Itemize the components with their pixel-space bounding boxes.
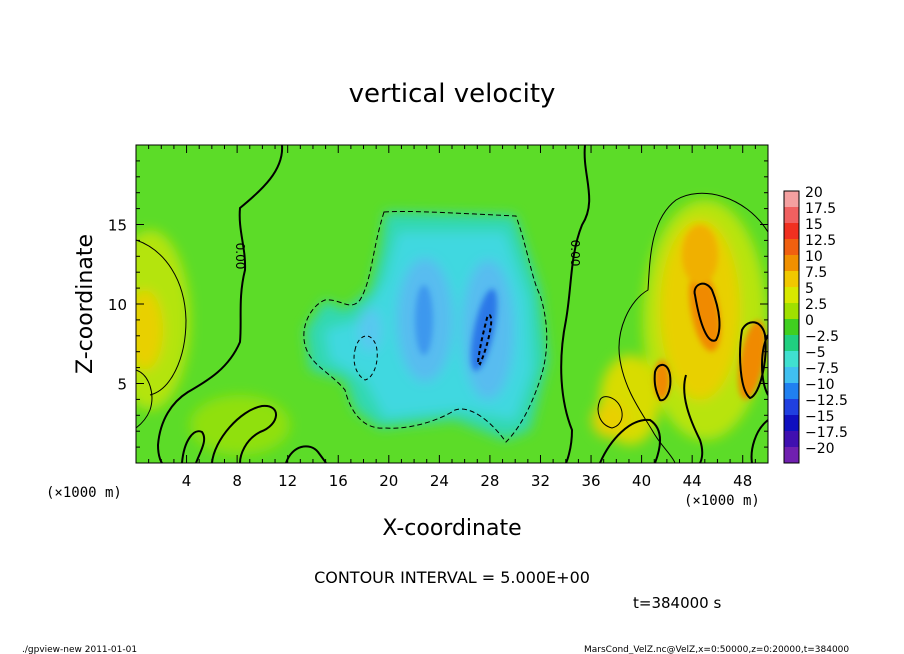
neg-contour-strong [476, 313, 493, 366]
colorbar-swatch [784, 399, 799, 415]
colorbar-label: 0 [805, 313, 814, 329]
warm-core-2 [738, 320, 766, 400]
thin-contour-right-inner [597, 396, 623, 429]
colorbar-label: −7.5 [805, 361, 839, 377]
colorbar-label: 2.5 [805, 297, 827, 313]
pos-contour-right-6 [750, 419, 768, 463]
colorbar-label: 7.5 [805, 265, 827, 281]
x-tick-label: 40 [632, 472, 651, 490]
colorbar-label: −5 [805, 345, 826, 361]
colorbar-label: 20 [805, 185, 823, 201]
y-tick-label: 5 [117, 376, 127, 394]
chart-title: vertical velocity [349, 79, 556, 109]
colorbar-label: 10 [805, 249, 823, 265]
pos-contour-right-2 [739, 321, 767, 400]
colorbar-swatch [784, 367, 799, 383]
y-axis-label: Z-coordinate [73, 234, 98, 374]
y-tick-label: 15 [108, 217, 127, 235]
contour-label: 0.00 [568, 240, 582, 267]
x-tick-label: 4 [182, 472, 192, 490]
colorbar-label: −2.5 [805, 329, 839, 345]
neg-contour-inner-left [353, 335, 378, 381]
x-tick-label: 24 [430, 472, 449, 490]
warm-region-left-inner [136, 290, 163, 370]
colorbar-swatch [784, 207, 799, 223]
x-axis: 4 8 12 16 20 24 28 32 36 40 44 48 [148, 145, 756, 490]
footer-right: MarsCond_VelZ.nc@VelZ,x=0:50000,z=0:2000… [584, 645, 849, 654]
colorbar-swatch [784, 415, 799, 431]
x-tick-label: 44 [683, 472, 702, 490]
zero-contour-bottom-3 [181, 430, 206, 463]
colorbar-swatch [784, 303, 799, 319]
colorbar-swatch [784, 239, 799, 255]
x-tick-label: 32 [531, 472, 550, 490]
colorbar-swatch [784, 383, 799, 399]
colorbar-label: −10 [805, 377, 835, 393]
colorbar-swatch [784, 191, 799, 207]
footer-left: ./gpview-new 2011-01-01 [22, 645, 137, 654]
green-low-left [190, 395, 290, 455]
zero-contour-left [156, 145, 284, 463]
plot-area: 0.00 0.00 [135, 144, 769, 464]
x-tick-label: 8 [232, 472, 242, 490]
colorbar-swatch [784, 319, 799, 335]
zero-contour-right [560, 145, 591, 463]
x-tick-label: 28 [480, 472, 499, 490]
colorbar-label: 17.5 [805, 201, 836, 217]
colorbar-swatch [784, 271, 799, 287]
cool-core-small [358, 308, 382, 352]
warm-core-4 [682, 225, 718, 285]
x-tick-label: 48 [733, 472, 752, 490]
thin-contour-left-1 [136, 239, 187, 396]
zero-contour-right-low [599, 418, 661, 463]
y-axis: 5 10 15 [108, 160, 768, 448]
colorbar-swatch [784, 447, 799, 463]
colorbar-swatch [784, 431, 799, 447]
cool-core-mid [415, 285, 433, 355]
colorbar-swatch [784, 287, 799, 303]
x-tick-label: 16 [329, 472, 348, 490]
contour-label: 0.00 [233, 243, 247, 270]
x-unit-label-left: (×1000 m) [46, 485, 122, 501]
colorbar: 2017.51512.5107.552.50−2.5−5−7.5−10−12.5… [783, 185, 848, 464]
thin-contour-right-outer [618, 192, 768, 463]
warm-core-3 [654, 360, 670, 400]
colorbar-label: −20 [805, 441, 835, 457]
colorbar-swatch [784, 351, 799, 367]
colorbar-swatch [784, 223, 799, 239]
colorbar-frame [783, 190, 800, 464]
colorbar-label: −12.5 [805, 393, 848, 409]
neg-contour-outer [303, 210, 548, 443]
colorbar-label: 12.5 [805, 233, 836, 249]
y-tick-label: 10 [108, 296, 127, 314]
time-label: t=384000 s [633, 594, 721, 612]
zero-contour-bottom-1 [211, 404, 277, 463]
thin-contour-left-2 [136, 369, 153, 429]
warm-region-low2 [592, 402, 628, 438]
warm-core-1 [689, 268, 721, 352]
pos-contour-right-1 [693, 282, 721, 342]
x-tick-label: 20 [379, 472, 398, 490]
x-tick-label: 36 [581, 472, 600, 490]
x-axis-label: X-coordinate [382, 516, 521, 541]
x-tick-label: 12 [278, 472, 297, 490]
colorbar-label: 15 [805, 217, 823, 233]
pos-contour-right-4 [761, 334, 768, 396]
pos-contour-right-3 [653, 363, 672, 402]
colorbar-swatch [784, 255, 799, 271]
colorbar-label: 5 [805, 281, 814, 297]
colorbar-swatch [784, 335, 799, 351]
x-unit-label-right: (×1000 m) [684, 493, 760, 509]
cool-core-strong [470, 288, 498, 372]
contour-interval: CONTOUR INTERVAL = 5.000E+00 [314, 568, 590, 587]
colorbar-label: −17.5 [805, 425, 848, 441]
colorbar-label: −15 [805, 409, 835, 425]
pos-contour-right-5 [683, 374, 704, 463]
